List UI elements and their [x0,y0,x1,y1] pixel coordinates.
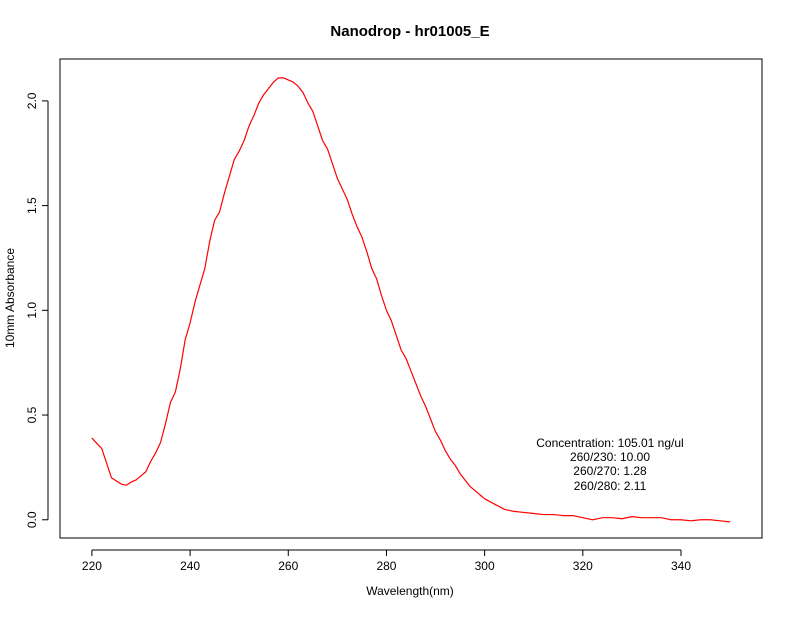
y-tick-label: 1.5 [25,197,39,214]
x-tick-label: 220 [82,559,102,573]
concentration-text: Concentration: 105.01 ng/ul [536,436,683,450]
chart-title: Nanodrop - hr01005_E [330,23,489,40]
y-tick-label: 1.0 [25,302,39,319]
absorbance-series-line [91,77,731,523]
x-tick-label: 320 [573,559,593,573]
ratio-260-280-text: 260/280: 2.11 [574,479,647,493]
x-tick-label: 240 [180,559,200,573]
y-tick-label: 0.0 [25,511,39,528]
ratio-260-270-text: 260/270: 1.28 [573,464,647,478]
stats-annotation: Concentration: 105.01 ng/ul 260/230: 10.… [536,436,683,493]
x-tick-label: 260 [278,559,298,573]
x-tick-label: 280 [376,559,396,573]
plot-frame [59,58,763,539]
y-axis-label: 10mm Absorbance [3,248,17,348]
y-axis: 0.0 0.5 1.0 1.5 2.0 [25,92,49,528]
x-axis: 220 240 260 280 300 320 340 [82,549,691,573]
x-tick-label: 300 [475,559,495,573]
y-tick-label: 0.5 [25,406,39,423]
ratio-260-230-text: 260/230: 10.00 [570,450,650,464]
y-tick-label: 2.0 [25,92,39,109]
x-axis-label: Wavelength(nm) [366,584,454,598]
x-tick-label: 340 [671,559,691,573]
